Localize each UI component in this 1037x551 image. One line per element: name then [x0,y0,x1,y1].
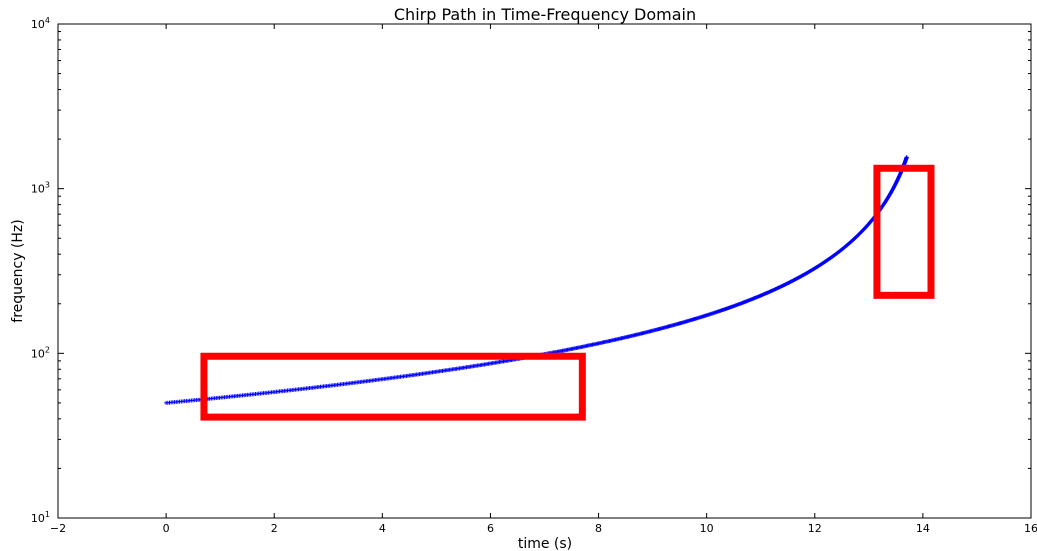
data-series [164,155,909,405]
x-tick-label: 14 [916,522,930,535]
x-axis-label: time (s) [518,536,572,551]
y-tick-label: 104 [31,16,50,31]
x-axis: −2 0 2 4 6 8 10 12 14 16 [50,24,1037,535]
plot-frame [57,23,1032,519]
y-axis-label: frequency (Hz) [10,219,26,322]
y-tick-base: 10 [31,183,45,196]
x-tick-label: 8 [595,522,602,535]
x-tick-label: 2 [271,522,278,535]
highlight-box [873,164,935,299]
x-tick-label: 4 [379,522,386,535]
annotations [200,164,935,421]
x-tick-label: 6 [487,522,494,535]
y-tick-exponent: 1 [45,510,50,519]
x-tick-label: 12 [808,522,822,535]
highlight-box [200,352,586,421]
y-tick-exponent: 4 [45,16,50,25]
y-tick-label: 102 [31,345,50,360]
data-point [904,155,909,160]
x-tick-label: 10 [700,522,714,535]
y-tick-label: 101 [31,510,50,525]
y-tick-label: 103 [31,181,50,196]
y-tick-base: 10 [31,18,45,31]
chart-title: Chirp Path in Time-Frequency Domain [394,5,696,24]
y-tick-exponent: 3 [45,181,50,190]
y-tick-base: 10 [31,512,45,525]
x-tick-label: 16 [1024,522,1037,535]
y-tick-exponent: 2 [45,345,50,354]
x-tick-label: 0 [163,522,170,535]
y-tick-base: 10 [31,347,45,360]
x-tick-label: −2 [50,522,66,535]
